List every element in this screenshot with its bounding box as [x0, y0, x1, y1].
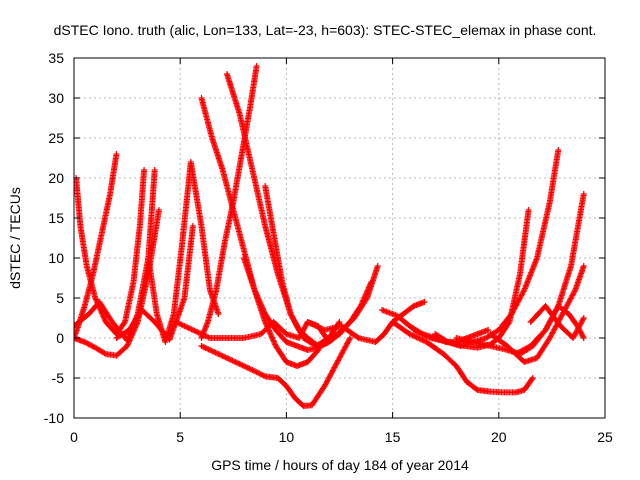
x-axis-title: GPS time / hours of day 184 of year 2014 [211, 457, 469, 473]
data-series [74, 63, 587, 409]
y-tick-label: 25 [48, 130, 64, 146]
data-point [580, 315, 587, 321]
x-tick-label: 15 [385, 429, 401, 445]
data-point [189, 223, 196, 229]
y-tick-label: 15 [48, 210, 64, 226]
data-point [443, 338, 450, 345]
data-point [113, 151, 120, 157]
series-pass-22 [527, 303, 587, 341]
x-tick-label: 25 [597, 429, 613, 445]
data-point [121, 320, 128, 327]
y-tick-label: 0 [56, 330, 64, 346]
series-pass-10 [198, 335, 354, 409]
data-point [528, 376, 535, 383]
data-point [141, 167, 148, 173]
data-point [580, 263, 587, 269]
x-tick-label: 5 [176, 429, 184, 445]
data-point [580, 191, 587, 197]
series-pass-11 [198, 63, 260, 341]
y-tick-label: -10 [44, 410, 64, 426]
y-tick-label: -5 [52, 370, 65, 386]
y-tick-label: 10 [48, 250, 64, 266]
series-pass-21 [512, 303, 587, 357]
chart-title: dSTEC Iono. truth (alic, Lon=133, Lat=-2… [54, 22, 597, 38]
data-point [101, 350, 108, 357]
data-point [215, 311, 222, 317]
y-tick-label: 30 [48, 90, 64, 106]
y-tick-label: 20 [48, 170, 64, 186]
x-tick-label: 10 [279, 429, 295, 445]
data-point [580, 333, 587, 340]
data-point [485, 327, 492, 333]
data-point [580, 316, 587, 323]
y-tick-label: 5 [56, 290, 64, 306]
data-point [374, 263, 381, 269]
data-point [421, 299, 428, 305]
data-point [253, 63, 260, 69]
series-pass-18 [432, 147, 562, 349]
data-point [580, 335, 587, 341]
y-tick-label: 35 [48, 50, 64, 66]
data-point [555, 147, 562, 153]
series-pass-13 [262, 183, 381, 349]
x-tick-label: 0 [70, 429, 78, 445]
x-tick-label: 20 [491, 429, 507, 445]
data-point [525, 207, 532, 213]
plot-frame [73, 57, 606, 419]
data-point [151, 167, 158, 173]
data-point [363, 296, 370, 303]
data-point [155, 207, 162, 213]
axis-ticks: 0 5 10 15 20 25 -10 -5 0 5 10 15 20 25 30 35 [44, 50, 613, 445]
series-pass-16 [389, 319, 536, 396]
series-pass-1 [74, 151, 120, 341]
data-point [347, 335, 354, 341]
data-point [529, 375, 536, 381]
series-pass-14 [304, 299, 428, 345]
y-axis-title: dSTEC / TECUs [7, 187, 23, 289]
grid [74, 58, 605, 418]
data-point [354, 334, 361, 341]
